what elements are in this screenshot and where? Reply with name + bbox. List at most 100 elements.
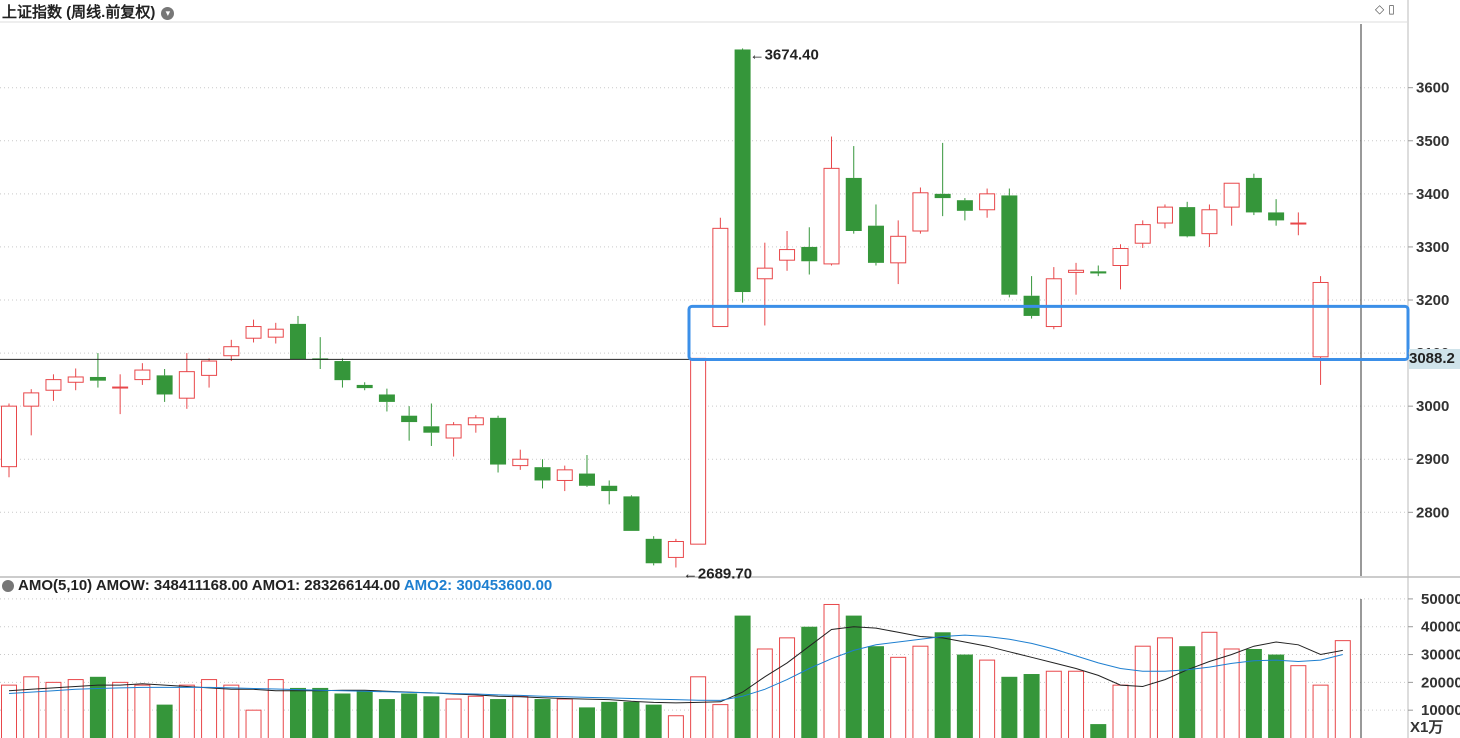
volume-bar — [467, 695, 484, 738]
volume-bar — [867, 646, 884, 738]
candle — [1223, 182, 1240, 226]
y-tick-label: 3000 — [1416, 398, 1449, 415]
chevron-down-icon[interactable] — [2, 580, 14, 593]
candle — [156, 369, 173, 402]
y-tick-label: 3400 — [1416, 186, 1449, 203]
candle — [779, 231, 796, 271]
candle-body — [1134, 224, 1151, 244]
volume-bar — [756, 648, 773, 738]
volume-bar — [245, 709, 262, 738]
y-tick-label: 3200 — [1416, 292, 1449, 309]
candle-body — [756, 267, 773, 280]
amo2-line — [8, 634, 1343, 701]
volume-bar — [890, 656, 907, 738]
candle-body — [490, 417, 507, 465]
volume-bar — [712, 704, 729, 738]
volume-bar — [934, 632, 951, 738]
candle-body — [867, 225, 884, 263]
volume-bar — [690, 676, 707, 738]
volume-tick-label: 50000 — [1421, 591, 1460, 608]
indicator-legend: AMO(5,10) AMOW: 348411168.00 AMO1: 28326… — [2, 577, 552, 594]
candle — [1068, 262, 1085, 295]
candle-body — [134, 369, 151, 381]
candle — [1156, 204, 1173, 229]
candle — [734, 48, 751, 303]
candle — [979, 188, 996, 218]
candle-body — [534, 467, 551, 481]
candle-body — [45, 379, 62, 391]
candle — [467, 415, 484, 433]
volume-bar — [645, 704, 662, 738]
candle-body — [1068, 269, 1085, 273]
candle — [23, 389, 40, 436]
candle — [401, 406, 418, 441]
candle — [134, 363, 151, 385]
volume-bar — [623, 701, 640, 738]
volume-bar — [1023, 674, 1040, 738]
volume-y-ticks: 10000 20000 30000 40000 50000 — [1408, 591, 1460, 719]
candle — [67, 368, 84, 391]
volume-bar — [312, 687, 329, 738]
volume-bar — [378, 699, 395, 738]
diamond-icon[interactable]: ◇ — [1375, 2, 1385, 16]
volume-bar — [956, 654, 973, 738]
candle-body — [201, 360, 218, 376]
crosshair-price-label: 3088.2 — [1409, 349, 1460, 370]
candle — [867, 204, 884, 266]
candle-body — [1156, 206, 1173, 224]
volume-bar — [178, 684, 195, 738]
candle — [201, 358, 218, 388]
candle — [423, 403, 440, 446]
candle-body — [556, 469, 573, 481]
candle-body — [356, 384, 373, 389]
candle — [956, 198, 973, 221]
candle-body — [890, 235, 907, 264]
y-tick-label: 3300 — [1416, 239, 1449, 256]
candle — [912, 187, 929, 234]
candle-body — [223, 346, 240, 357]
candle — [1, 403, 17, 478]
y-tick-label: 3600 — [1416, 80, 1449, 97]
volume-bar — [267, 679, 284, 738]
volume-bar — [734, 615, 751, 738]
candle — [667, 538, 684, 568]
candle-body — [401, 415, 418, 423]
candle-body — [912, 192, 929, 232]
volume-bar — [1290, 665, 1307, 738]
window-icon[interactable]: ▯ — [1388, 2, 1395, 16]
volume-bar — [1334, 640, 1351, 738]
candle — [845, 146, 862, 234]
volume-bar — [556, 698, 573, 738]
candle-body — [667, 541, 684, 558]
candle — [334, 358, 351, 388]
candle-body — [712, 227, 729, 328]
volume-bar — [1312, 684, 1329, 738]
candle-body — [1245, 177, 1262, 213]
volume-bar — [445, 698, 462, 738]
volume-bar — [512, 695, 529, 738]
candle-body — [690, 357, 707, 545]
candle-body — [1223, 182, 1240, 208]
candle — [1201, 204, 1218, 247]
volume-bar — [1090, 724, 1107, 738]
candle-body — [112, 386, 129, 389]
candle — [445, 422, 462, 457]
volume-bar — [89, 676, 106, 738]
candle — [1179, 201, 1196, 238]
candle-body — [645, 538, 662, 564]
candle-body — [1112, 248, 1129, 266]
candle — [690, 357, 707, 545]
candle-body — [956, 200, 973, 211]
candle-body — [934, 193, 951, 199]
candle-body — [378, 394, 395, 402]
candle-body — [623, 496, 640, 531]
chevron-down-icon[interactable]: ▾ — [161, 6, 175, 20]
volume-bar — [67, 679, 84, 738]
high-annotation: ←3674.40 — [750, 46, 819, 63]
candle — [312, 337, 329, 369]
candle-body — [178, 371, 195, 399]
candle-body — [801, 246, 818, 262]
volume-bar — [1156, 637, 1173, 738]
volume-bar — [1, 684, 17, 738]
